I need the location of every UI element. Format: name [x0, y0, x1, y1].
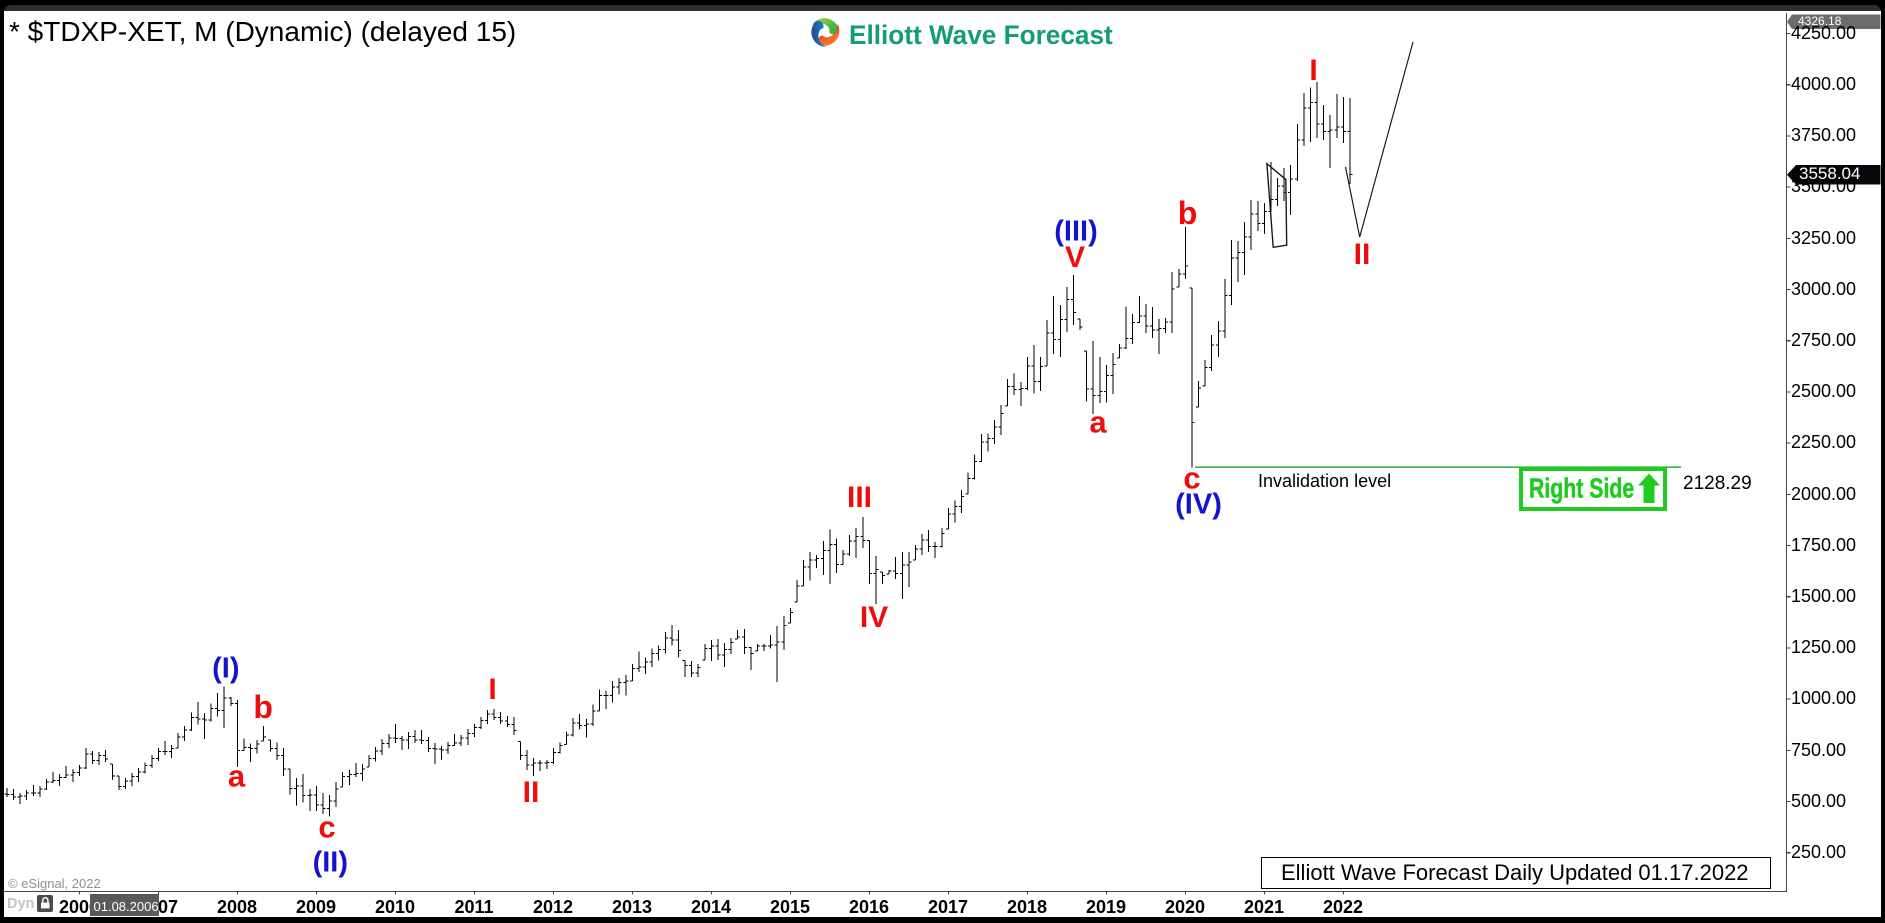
svg-text:Right Side: Right Side [1529, 473, 1634, 504]
svg-text:Elliott Wave Forecast: Elliott Wave Forecast [849, 20, 1113, 50]
